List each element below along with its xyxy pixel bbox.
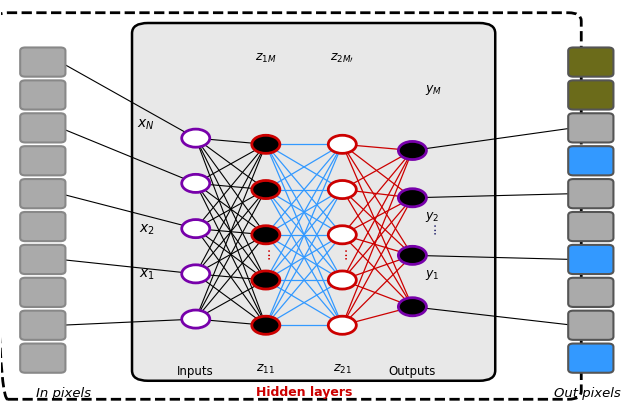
Circle shape (252, 181, 280, 199)
Circle shape (328, 271, 356, 290)
Text: $y_2$: $y_2$ (425, 210, 440, 224)
FancyBboxPatch shape (568, 311, 614, 340)
Text: $y_M$: $y_M$ (425, 83, 442, 97)
FancyBboxPatch shape (20, 344, 65, 373)
Circle shape (328, 181, 356, 199)
Text: ...: ... (335, 245, 349, 258)
FancyBboxPatch shape (568, 180, 614, 209)
FancyBboxPatch shape (568, 344, 614, 373)
FancyBboxPatch shape (20, 147, 65, 176)
Circle shape (252, 226, 280, 244)
Text: $z_{1M}$: $z_{1M}$ (255, 52, 276, 65)
Text: Outputs: Outputs (388, 364, 436, 377)
Circle shape (252, 271, 280, 290)
Circle shape (182, 265, 210, 283)
FancyBboxPatch shape (568, 278, 614, 307)
FancyBboxPatch shape (20, 278, 65, 307)
Circle shape (182, 175, 210, 193)
Circle shape (398, 142, 426, 160)
Circle shape (252, 316, 280, 335)
FancyBboxPatch shape (20, 180, 65, 209)
Circle shape (328, 316, 356, 335)
Circle shape (182, 310, 210, 328)
Text: $z_{11}$: $z_{11}$ (257, 362, 275, 375)
Text: $x_2$: $x_2$ (138, 222, 154, 236)
Text: Inputs: Inputs (177, 364, 214, 377)
Circle shape (328, 136, 356, 154)
Text: Hidden layers: Hidden layers (256, 385, 352, 398)
Circle shape (398, 247, 426, 265)
Text: Out pixels: Out pixels (554, 386, 621, 399)
Text: $z_{21}$: $z_{21}$ (333, 362, 352, 375)
FancyBboxPatch shape (568, 114, 614, 143)
FancyBboxPatch shape (568, 212, 614, 242)
FancyBboxPatch shape (568, 147, 614, 176)
FancyBboxPatch shape (20, 212, 65, 242)
FancyBboxPatch shape (568, 48, 614, 78)
FancyBboxPatch shape (20, 48, 65, 78)
Text: $x_N$: $x_N$ (137, 117, 154, 132)
FancyBboxPatch shape (132, 24, 495, 381)
Text: In pixels: In pixels (36, 386, 92, 399)
Circle shape (252, 136, 280, 154)
Text: $y_1$: $y_1$ (425, 267, 440, 281)
Text: ...: ... (259, 245, 273, 258)
Circle shape (398, 298, 426, 316)
FancyBboxPatch shape (20, 81, 65, 110)
Text: $x_1$: $x_1$ (138, 267, 154, 281)
Text: ...: ... (424, 221, 438, 234)
FancyBboxPatch shape (20, 114, 65, 143)
Text: $z_{2M\prime}$: $z_{2M\prime}$ (330, 52, 355, 65)
FancyBboxPatch shape (568, 81, 614, 110)
FancyBboxPatch shape (20, 311, 65, 340)
FancyBboxPatch shape (568, 245, 614, 274)
Circle shape (398, 189, 426, 207)
Circle shape (328, 226, 356, 244)
Circle shape (182, 220, 210, 238)
Circle shape (182, 130, 210, 148)
FancyBboxPatch shape (20, 245, 65, 274)
